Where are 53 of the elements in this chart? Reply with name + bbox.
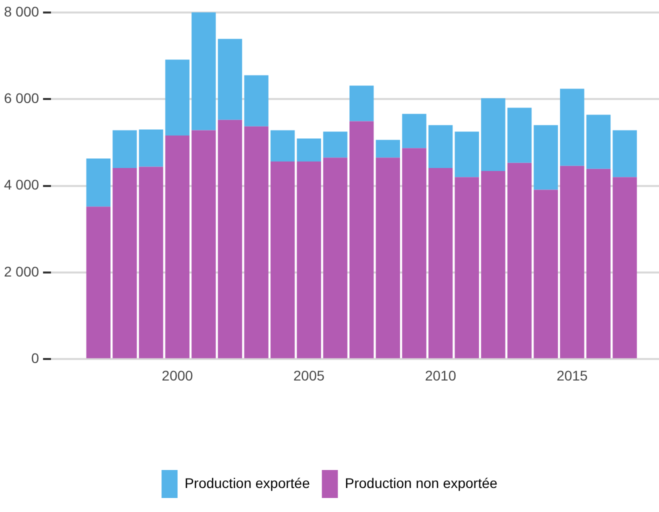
bar [534, 190, 558, 358]
bar [165, 60, 190, 136]
bar [270, 130, 295, 162]
bar [454, 177, 479, 358]
bar [586, 114, 611, 169]
bar [323, 132, 348, 158]
bar [349, 86, 374, 122]
bar [560, 166, 584, 358]
bar [192, 130, 216, 358]
y-tick-label: 2 000 [4, 263, 40, 280]
y-tick-label: 4 000 [4, 176, 40, 193]
legend-label: Production non exportée [344, 474, 498, 491]
bar [534, 125, 558, 190]
bar [244, 126, 268, 358]
bar [112, 130, 137, 168]
bar [244, 75, 268, 126]
bar [481, 171, 506, 358]
bar [507, 162, 532, 358]
bar [481, 98, 506, 172]
x-tick-label: 2015 [556, 367, 588, 384]
y-tick-label: 0 [31, 350, 40, 366]
bar [454, 132, 479, 178]
bar [138, 129, 164, 167]
y-tick-label: 6 000 [4, 90, 40, 106]
x-tick-label: 2005 [293, 367, 325, 384]
bar [402, 148, 426, 358]
legend-label: Production exportée [184, 474, 310, 491]
y-tick-label: 8 000 [4, 3, 40, 20]
bar [296, 162, 322, 358]
bar [218, 38, 242, 120]
bar [86, 158, 111, 207]
bar [296, 138, 322, 162]
bar [218, 120, 242, 358]
bar [612, 130, 637, 178]
bar [560, 88, 584, 166]
bar [507, 108, 532, 163]
bar [612, 177, 637, 358]
bar [376, 158, 400, 358]
bar [112, 168, 137, 358]
bar [165, 136, 190, 358]
bar [376, 140, 400, 158]
bar [428, 125, 453, 168]
bar [192, 12, 216, 130]
bar [586, 168, 611, 358]
bar [323, 158, 348, 358]
bar [349, 121, 374, 358]
x-tick-label: 2000 [162, 367, 194, 384]
bar [402, 114, 426, 148]
bar [270, 162, 295, 358]
bar [86, 206, 111, 358]
bar [428, 168, 453, 358]
x-tick-label: 2010 [424, 367, 456, 384]
bar [138, 166, 164, 358]
